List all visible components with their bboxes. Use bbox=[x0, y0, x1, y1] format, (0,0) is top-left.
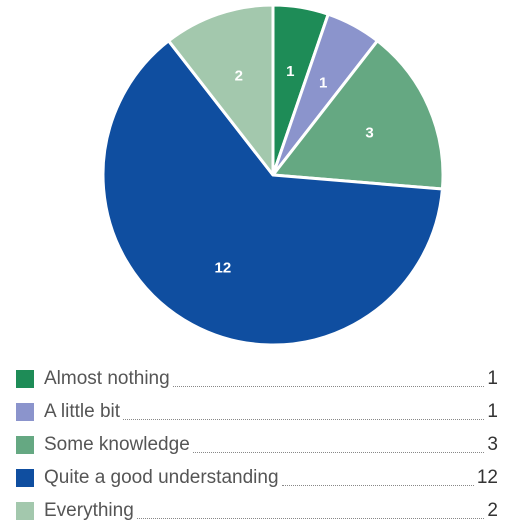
legend-swatch bbox=[16, 402, 34, 421]
legend-leader-dots bbox=[281, 485, 474, 486]
pie-slice bbox=[271, 39, 445, 191]
slice-value-label: 2 bbox=[235, 67, 243, 84]
legend-item: Almost nothing 1 bbox=[16, 362, 498, 395]
legend-label: Some knowledge bbox=[44, 433, 190, 455]
legend-leader-dots bbox=[172, 386, 485, 387]
pie-slice bbox=[101, 39, 444, 347]
legend: Almost nothing 1 A little bit 1 Some kno… bbox=[16, 362, 498, 527]
legend-leader-dots bbox=[192, 452, 485, 453]
legend-value: 12 bbox=[476, 466, 498, 488]
legend-label: Everything bbox=[44, 499, 134, 521]
legend-item: A little bit 1 bbox=[16, 395, 498, 428]
legend-swatch bbox=[16, 435, 34, 454]
legend-label: Almost nothing bbox=[44, 367, 170, 389]
legend-value: 2 bbox=[487, 499, 498, 521]
legend-value: 1 bbox=[487, 400, 498, 422]
legend-item: Everything 2 bbox=[16, 494, 498, 527]
legend-value: 3 bbox=[487, 433, 498, 455]
pie-slice bbox=[167, 3, 275, 177]
legend-item: Some knowledge 3 bbox=[16, 428, 498, 461]
legend-swatch bbox=[16, 369, 34, 388]
slice-value-label: 3 bbox=[365, 125, 373, 142]
legend-label: Quite a good understanding bbox=[44, 466, 279, 488]
slice-value-label: 12 bbox=[214, 260, 231, 277]
legend-value: 1 bbox=[487, 367, 498, 389]
legend-label: A little bit bbox=[44, 400, 121, 422]
slice-value-label: 1 bbox=[286, 63, 294, 80]
slice-value-label: 1 bbox=[319, 74, 327, 91]
legend-leader-dots bbox=[123, 419, 485, 420]
legend-swatch bbox=[16, 468, 34, 487]
pie-chart: 1 1 3 12 2 bbox=[101, 3, 445, 347]
legend-item: Quite a good understanding 12 bbox=[16, 461, 498, 494]
legend-swatch bbox=[16, 501, 34, 520]
legend-leader-dots bbox=[136, 518, 485, 519]
